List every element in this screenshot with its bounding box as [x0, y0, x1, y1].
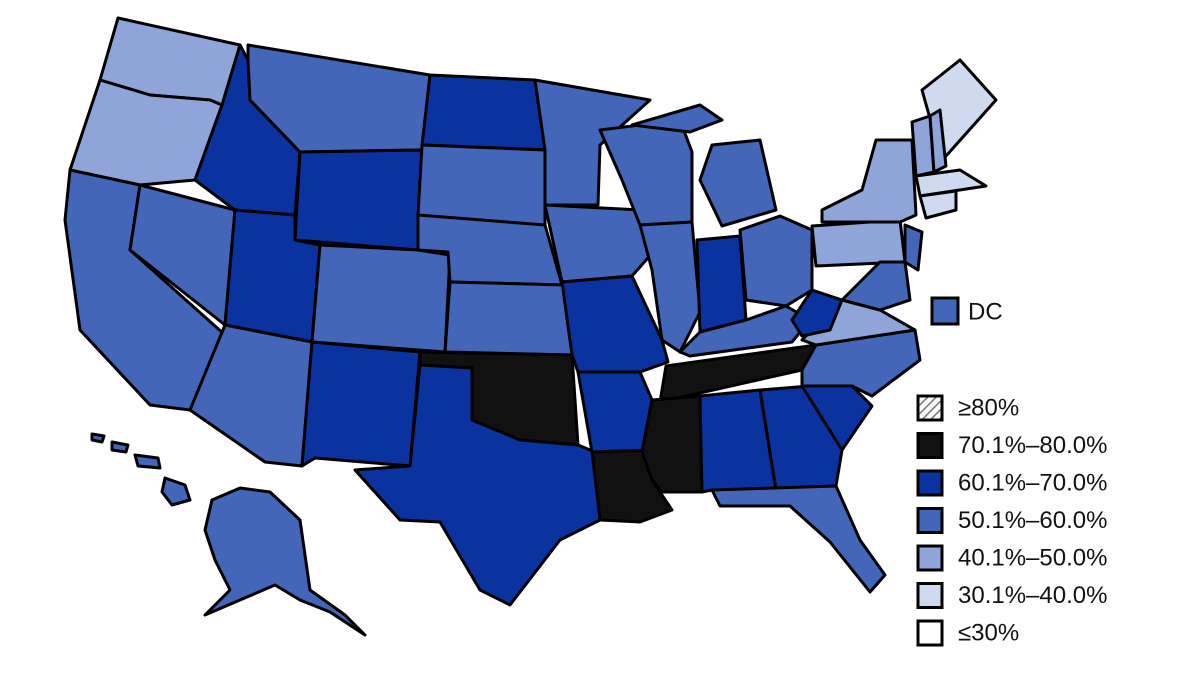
state	[903, 223, 924, 272]
state	[133, 453, 162, 470]
state	[914, 168, 988, 198]
state	[353, 363, 602, 607]
state	[576, 370, 654, 454]
legend-label: 50.1%–60.0%	[958, 507, 1107, 534]
state	[640, 394, 704, 494]
states	[63, 16, 998, 637]
legend-swatch	[916, 619, 944, 647]
legend-swatch	[916, 544, 944, 572]
state	[90, 432, 106, 444]
legend-label: 40.1%–50.0%	[958, 544, 1107, 571]
legend-label: 70.1%–80.0%	[958, 432, 1107, 459]
dc-label: DC	[968, 298, 1003, 325]
state	[560, 274, 670, 374]
state	[710, 484, 887, 594]
state	[310, 243, 452, 354]
legend-swatch	[916, 582, 944, 609]
state	[918, 189, 958, 220]
dc-swatch	[930, 296, 960, 326]
legend-label: ≤30%	[958, 619, 1019, 646]
state	[790, 288, 844, 338]
legend-label: ≥80%	[958, 394, 1019, 421]
state	[543, 203, 657, 284]
state	[738, 214, 814, 308]
legend-label: 60.1%–70.0%	[958, 469, 1107, 496]
legend-label: 30.1%–40.0%	[958, 582, 1107, 609]
legend-swatch	[916, 507, 944, 534]
state	[110, 440, 130, 454]
state	[203, 486, 367, 637]
state	[300, 340, 422, 468]
legend-swatch	[916, 394, 944, 422]
state	[695, 234, 748, 334]
legend-swatch	[916, 469, 944, 497]
state	[698, 138, 778, 228]
legend-swatch	[916, 432, 944, 459]
state	[188, 323, 314, 468]
state	[160, 476, 192, 507]
state	[820, 138, 918, 224]
state	[840, 260, 912, 312]
state	[443, 280, 574, 357]
state	[928, 108, 948, 174]
state	[420, 73, 547, 152]
state	[630, 103, 724, 134]
state	[293, 148, 424, 252]
state	[800, 328, 922, 398]
state	[533, 78, 652, 207]
state	[810, 218, 907, 268]
